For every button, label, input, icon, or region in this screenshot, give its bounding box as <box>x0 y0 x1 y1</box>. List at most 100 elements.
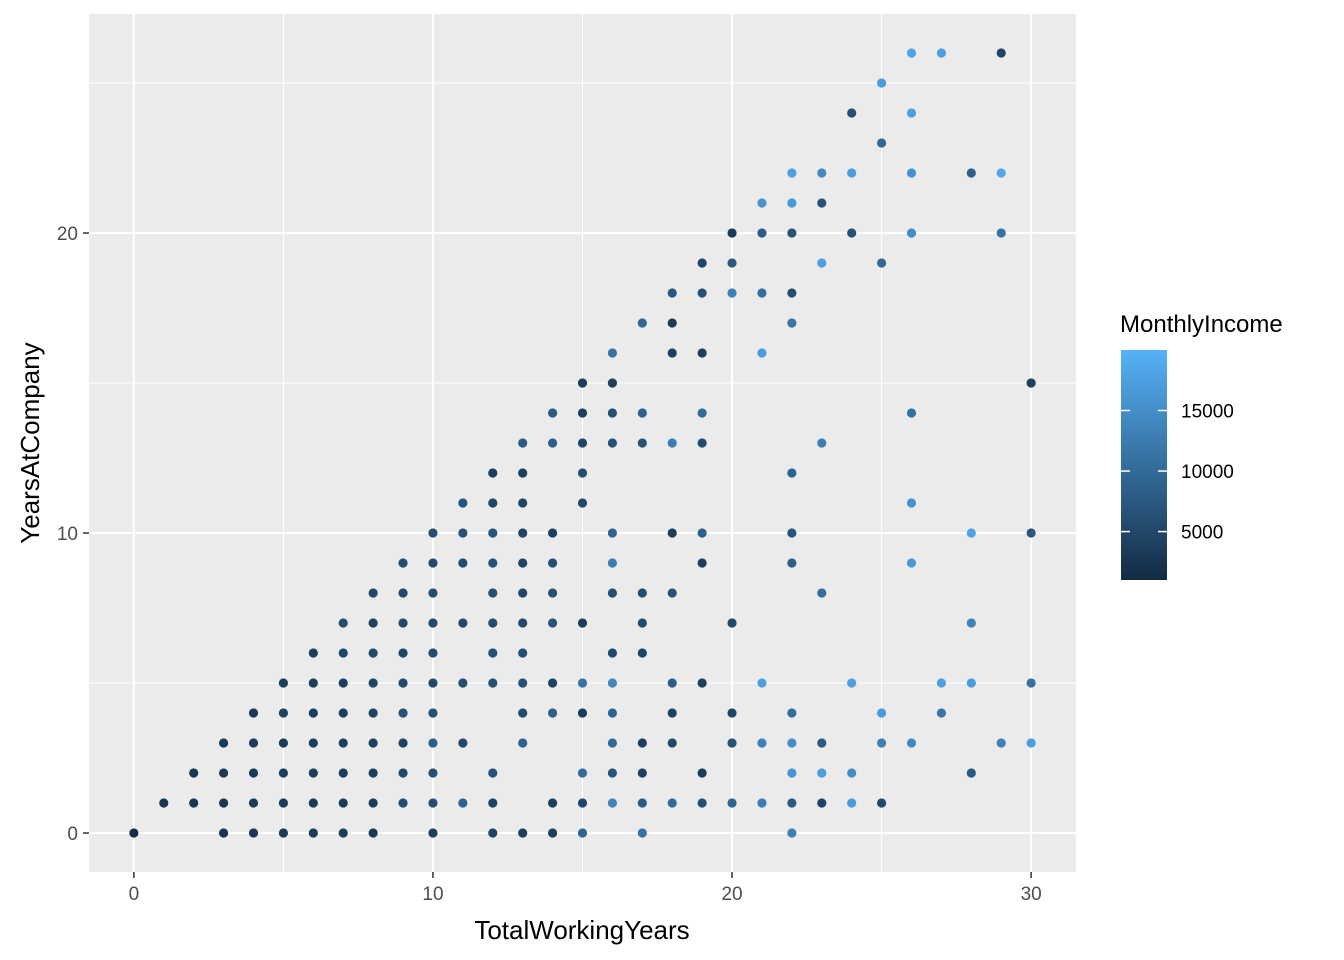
data-point <box>398 768 408 778</box>
data-point <box>697 678 707 688</box>
data-point <box>577 618 588 628</box>
data-point <box>428 678 438 688</box>
data-point <box>577 498 588 508</box>
data-point <box>876 738 887 748</box>
data-point <box>817 198 827 208</box>
data-point <box>787 468 797 478</box>
data-point <box>876 798 887 808</box>
data-point <box>577 828 588 838</box>
data-point <box>428 618 438 628</box>
data-point <box>697 438 707 448</box>
data-point <box>936 48 947 58</box>
data-point <box>458 678 468 688</box>
data-point <box>757 348 767 358</box>
data-point <box>637 648 647 658</box>
data-point <box>787 168 797 178</box>
data-point <box>787 558 797 568</box>
data-point <box>787 738 797 748</box>
data-point <box>398 708 408 718</box>
legend-title: MonthlyIncome <box>1120 311 1283 338</box>
data-point <box>847 678 857 688</box>
data-point <box>667 348 677 358</box>
data-point <box>996 738 1006 748</box>
data-point <box>308 708 318 718</box>
data-point <box>966 528 976 538</box>
data-point <box>847 108 857 118</box>
data-point <box>876 138 887 148</box>
data-point <box>518 468 528 478</box>
data-point <box>428 798 438 808</box>
data-point <box>667 798 677 808</box>
legend-break-label: 15000 <box>1181 402 1234 423</box>
x-tick-label: 20 <box>721 884 742 905</box>
data-point <box>577 678 588 688</box>
data-point <box>727 258 737 268</box>
data-point <box>1026 738 1036 748</box>
data-point <box>787 798 797 808</box>
data-point <box>697 768 707 778</box>
data-point <box>847 228 857 238</box>
data-point <box>518 588 528 598</box>
data-point <box>547 708 558 718</box>
data-point <box>577 468 588 478</box>
y-axis-title: YearsAtCompany <box>15 342 45 543</box>
data-point <box>966 168 976 178</box>
data-point <box>398 588 408 598</box>
data-point <box>607 348 618 358</box>
data-point <box>218 738 229 748</box>
data-point <box>428 588 438 598</box>
data-point <box>458 618 468 628</box>
data-point <box>876 708 887 718</box>
data-point <box>458 498 468 508</box>
data-point <box>488 528 498 538</box>
data-point <box>817 798 827 808</box>
data-point <box>547 828 558 838</box>
data-point <box>637 318 647 328</box>
data-point <box>189 798 199 808</box>
data-point <box>308 798 318 808</box>
data-point <box>398 738 408 748</box>
data-point <box>218 798 229 808</box>
data-point <box>518 438 528 448</box>
data-point <box>428 828 438 838</box>
data-point <box>189 768 199 778</box>
data-point <box>817 168 827 178</box>
data-point <box>996 168 1006 178</box>
data-point <box>518 708 528 718</box>
data-point <box>607 558 618 568</box>
data-point <box>308 828 318 838</box>
data-point <box>667 708 677 718</box>
data-point <box>667 678 677 688</box>
data-point <box>398 798 408 808</box>
data-point <box>518 498 528 508</box>
data-point <box>248 828 259 838</box>
data-point <box>308 768 318 778</box>
data-point <box>278 708 289 718</box>
data-point <box>458 558 468 568</box>
data-point <box>996 228 1006 238</box>
data-point <box>667 588 677 598</box>
data-point <box>368 678 378 688</box>
data-point <box>757 228 767 238</box>
data-point <box>338 618 348 628</box>
data-point <box>847 768 857 778</box>
data-point <box>787 708 797 718</box>
data-point <box>906 498 917 508</box>
data-point <box>278 798 289 808</box>
data-point <box>817 258 827 268</box>
data-point <box>218 768 229 778</box>
data-point <box>368 588 378 598</box>
data-points <box>129 48 1036 838</box>
data-point <box>248 798 259 808</box>
data-point <box>847 168 857 178</box>
data-point <box>757 678 767 688</box>
data-point <box>996 48 1006 58</box>
legend-break-label: 5000 <box>1181 523 1223 544</box>
data-point <box>338 798 348 808</box>
data-point <box>488 648 498 658</box>
data-point <box>278 678 289 688</box>
data-point <box>338 648 348 658</box>
data-point <box>1026 378 1036 388</box>
data-point <box>398 678 408 688</box>
